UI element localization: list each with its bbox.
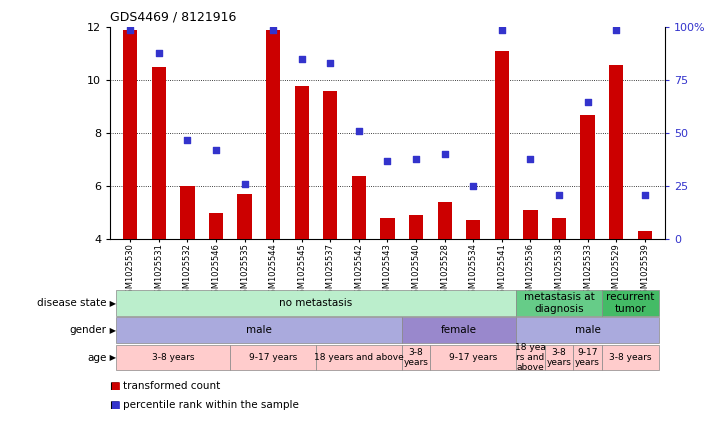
Text: recurrent
tumor: recurrent tumor bbox=[606, 292, 655, 314]
Text: ▶: ▶ bbox=[107, 353, 117, 362]
Bar bbox=[266, 30, 280, 239]
Bar bbox=[230, 345, 316, 370]
Point bbox=[239, 181, 250, 187]
Bar bbox=[409, 215, 423, 239]
Point bbox=[382, 157, 393, 164]
Text: ■: ■ bbox=[110, 400, 120, 410]
Bar bbox=[181, 186, 195, 239]
Bar bbox=[123, 30, 137, 239]
Bar bbox=[380, 218, 395, 239]
Bar bbox=[402, 345, 430, 370]
Bar bbox=[602, 345, 659, 370]
Bar bbox=[516, 317, 659, 343]
Bar bbox=[466, 220, 481, 239]
Point bbox=[496, 26, 508, 33]
Point bbox=[410, 155, 422, 162]
Point bbox=[439, 151, 450, 158]
Text: 3-8
years: 3-8 years bbox=[404, 348, 429, 367]
Point bbox=[639, 191, 651, 198]
Point bbox=[267, 26, 279, 33]
Point bbox=[325, 60, 336, 67]
Point bbox=[468, 183, 479, 190]
Text: ■: ■ bbox=[110, 381, 120, 391]
Bar bbox=[237, 194, 252, 239]
Bar bbox=[638, 231, 652, 239]
Text: disease state: disease state bbox=[37, 298, 107, 308]
Text: ■ percentile rank within the sample: ■ percentile rank within the sample bbox=[110, 400, 299, 410]
Text: ▶: ▶ bbox=[107, 299, 117, 308]
Bar bbox=[523, 210, 538, 239]
Point bbox=[582, 98, 593, 105]
Point bbox=[611, 26, 622, 33]
Bar bbox=[516, 345, 545, 370]
Text: GDS4469 / 8121916: GDS4469 / 8121916 bbox=[110, 10, 237, 23]
Text: 3-8 years: 3-8 years bbox=[609, 353, 652, 362]
Bar bbox=[430, 345, 516, 370]
Bar bbox=[573, 345, 602, 370]
Bar bbox=[151, 67, 166, 239]
Text: female: female bbox=[441, 325, 477, 335]
Text: 9-17 years: 9-17 years bbox=[449, 353, 498, 362]
Text: male: male bbox=[574, 325, 601, 335]
Point bbox=[553, 191, 565, 198]
Point bbox=[525, 155, 536, 162]
Text: no metastasis: no metastasis bbox=[279, 298, 353, 308]
Point bbox=[124, 26, 136, 33]
Bar bbox=[116, 345, 230, 370]
Bar bbox=[552, 218, 566, 239]
Text: male: male bbox=[246, 325, 272, 335]
Point bbox=[153, 49, 164, 56]
Text: 18 yea
rs and
above: 18 yea rs and above bbox=[515, 343, 546, 372]
Bar bbox=[116, 290, 516, 316]
Bar bbox=[209, 212, 223, 239]
Point bbox=[296, 56, 307, 63]
Bar bbox=[324, 91, 338, 239]
Text: metastasis at
diagnosis: metastasis at diagnosis bbox=[523, 292, 594, 314]
Text: age: age bbox=[87, 352, 107, 363]
Bar bbox=[580, 115, 594, 239]
Point bbox=[210, 147, 222, 154]
Point bbox=[353, 128, 365, 135]
Bar bbox=[609, 65, 624, 239]
Text: 18 years and above: 18 years and above bbox=[314, 353, 404, 362]
Text: ▶: ▶ bbox=[107, 326, 117, 335]
Bar bbox=[352, 176, 366, 239]
Bar bbox=[495, 51, 509, 239]
Bar bbox=[545, 345, 573, 370]
Text: 3-8 years: 3-8 years bbox=[152, 353, 194, 362]
Point bbox=[182, 136, 193, 143]
Text: 3-8
years: 3-8 years bbox=[547, 348, 572, 367]
Text: ■ transformed count: ■ transformed count bbox=[110, 381, 220, 391]
Bar bbox=[516, 290, 602, 316]
Bar bbox=[602, 290, 659, 316]
Bar bbox=[116, 317, 402, 343]
Bar bbox=[294, 85, 309, 239]
Bar bbox=[316, 345, 402, 370]
Text: 9-17 years: 9-17 years bbox=[249, 353, 297, 362]
Bar bbox=[402, 317, 516, 343]
Text: 9-17
years: 9-17 years bbox=[575, 348, 600, 367]
Text: gender: gender bbox=[70, 325, 107, 335]
Bar bbox=[437, 202, 451, 239]
